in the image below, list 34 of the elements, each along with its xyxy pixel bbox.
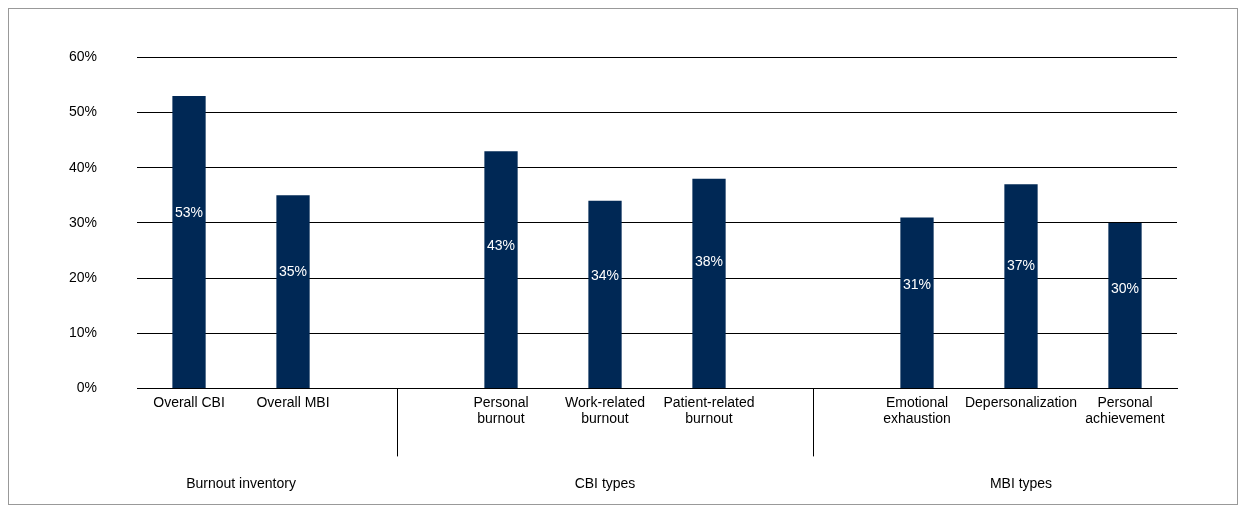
data-label: 34% [591, 266, 620, 283]
data-label: 43% [487, 236, 516, 253]
data-label: 31% [902, 276, 932, 293]
bar [588, 200, 622, 388]
x-tick-label: Depersonalization [964, 393, 1078, 410]
y-tick-label: 20% [68, 268, 98, 285]
y-tick-label: 40% [68, 158, 98, 175]
bar [692, 178, 726, 388]
x-tick-label: Personal burnout [473, 393, 529, 427]
bar [172, 96, 206, 388]
bar [1004, 184, 1038, 388]
y-tick-label: 10% [68, 324, 98, 341]
y-tick-label: 0% [76, 379, 98, 396]
x-tick-label: Overall CBI [153, 393, 225, 410]
x-tick-label: Emotional exhaustion [883, 393, 951, 427]
bar [276, 195, 310, 388]
text: MBI types [989, 475, 1053, 492]
x-tick-label: Overall MBI [256, 393, 330, 410]
y-tick-label: 60% [68, 48, 98, 65]
y-tick-label: 50% [68, 103, 98, 120]
data-label: 35% [279, 263, 308, 280]
text: CBI types [574, 475, 636, 492]
x-tick-label: Work-related burnout [565, 393, 645, 427]
data-label: 53% [175, 203, 204, 220]
y-tick-label: 30% [68, 213, 98, 230]
data-label: 37% [1006, 256, 1036, 273]
data-label: 30% [1110, 279, 1140, 296]
text: Burnout inventory [186, 475, 296, 492]
bar [1108, 222, 1142, 388]
bar [900, 217, 934, 388]
bar [484, 151, 518, 388]
data-label: 38% [694, 253, 724, 270]
x-tick-label: Patient-related burnout [663, 393, 755, 427]
x-tick-label: Personal achievement [1085, 393, 1165, 427]
